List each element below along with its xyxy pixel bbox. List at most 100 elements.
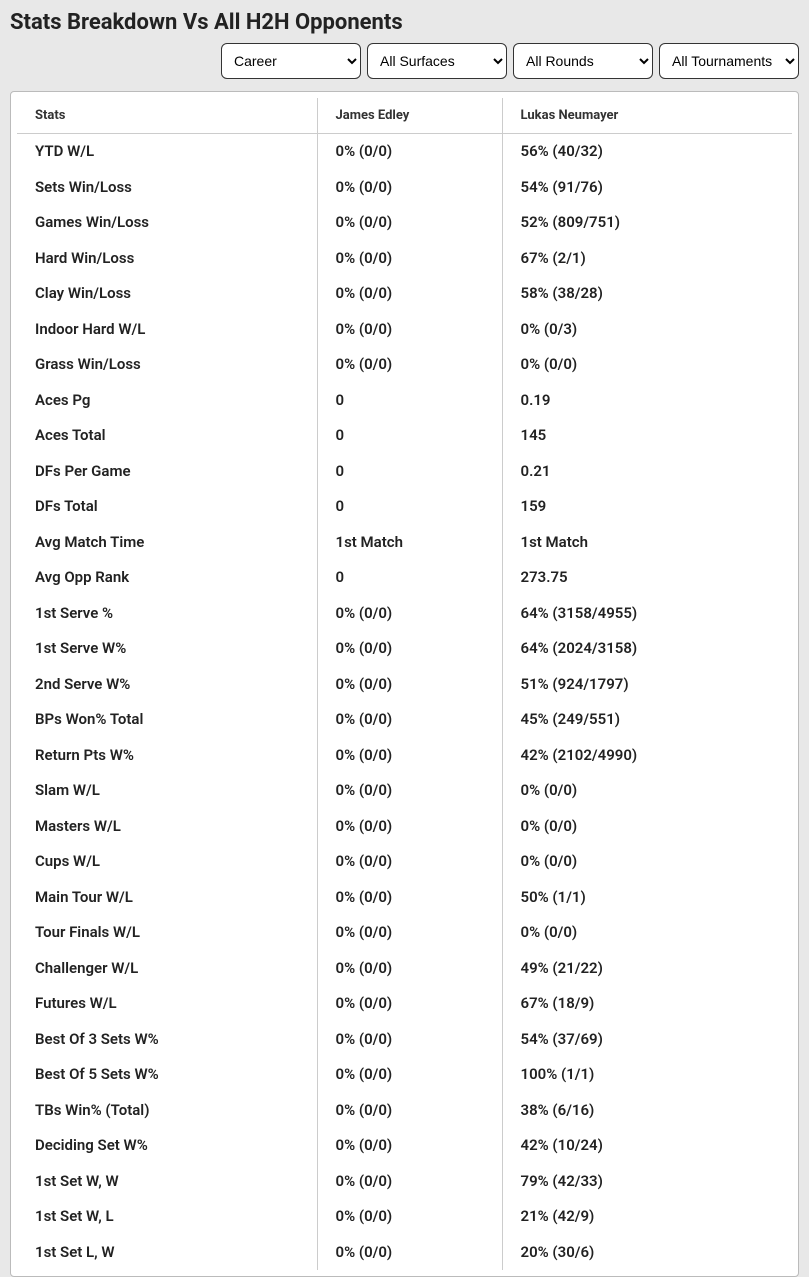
- player1-value: 0: [317, 383, 502, 419]
- player2-value: 79% (42/33): [502, 1164, 792, 1200]
- stat-name: Challenger W/L: [17, 951, 317, 987]
- player1-value: 0% (0/0): [317, 347, 502, 383]
- player2-value: 38% (6/16): [502, 1093, 792, 1129]
- player1-value: 0% (0/0): [317, 702, 502, 738]
- player1-value: 0% (0/0): [317, 631, 502, 667]
- player1-value: 0% (0/0): [317, 1022, 502, 1058]
- player2-value: 45% (249/551): [502, 702, 792, 738]
- stat-name: 1st Serve W%: [17, 631, 317, 667]
- player1-value: 0: [317, 418, 502, 454]
- player2-value: 50% (1/1): [502, 880, 792, 916]
- stat-name: Grass Win/Loss: [17, 347, 317, 383]
- col-header-stats: Stats: [17, 98, 317, 134]
- player1-value: 0: [317, 560, 502, 596]
- player1-value: 0% (0/0): [317, 915, 502, 951]
- stat-name: TBs Win% (Total): [17, 1093, 317, 1129]
- stat-name: Futures W/L: [17, 986, 317, 1022]
- stat-name: Deciding Set W%: [17, 1128, 317, 1164]
- table-row: Games Win/Loss0% (0/0)52% (809/751): [17, 205, 792, 241]
- stat-name: Avg Match Time: [17, 525, 317, 561]
- table-row: Cups W/L0% (0/0)0% (0/0): [17, 844, 792, 880]
- player1-value: 0% (0/0): [317, 276, 502, 312]
- table-row: Grass Win/Loss0% (0/0)0% (0/0): [17, 347, 792, 383]
- table-row: Indoor Hard W/L0% (0/0)0% (0/3): [17, 312, 792, 348]
- player2-value: 49% (21/22): [502, 951, 792, 987]
- player2-value: 0% (0/0): [502, 347, 792, 383]
- player2-value: 42% (10/24): [502, 1128, 792, 1164]
- player2-value: 42% (2102/4990): [502, 738, 792, 774]
- stat-name: Aces Total: [17, 418, 317, 454]
- filters-bar: Career All Surfaces All Rounds All Tourn…: [0, 43, 809, 91]
- table-row: Aces Total0145: [17, 418, 792, 454]
- player2-value: 0.19: [502, 383, 792, 419]
- stat-name: Tour Finals W/L: [17, 915, 317, 951]
- table-row: 2nd Serve W%0% (0/0)51% (924/1797): [17, 667, 792, 703]
- period-select[interactable]: Career: [221, 43, 361, 79]
- table-row: Return Pts W%0% (0/0)42% (2102/4990): [17, 738, 792, 774]
- table-row: 1st Serve W%0% (0/0)64% (2024/3158): [17, 631, 792, 667]
- player2-value: 58% (38/28): [502, 276, 792, 312]
- player1-value: 0% (0/0): [317, 241, 502, 277]
- player2-value: 0% (0/0): [502, 915, 792, 951]
- player1-value: 0: [317, 489, 502, 525]
- player1-value: 0% (0/0): [317, 809, 502, 845]
- player2-value: 145: [502, 418, 792, 454]
- stat-name: YTD W/L: [17, 134, 317, 170]
- table-row: BPs Won% Total0% (0/0)45% (249/551): [17, 702, 792, 738]
- round-select[interactable]: All Rounds: [513, 43, 653, 79]
- player2-value: 0% (0/0): [502, 809, 792, 845]
- table-row: YTD W/L0% (0/0)56% (40/32): [17, 134, 792, 170]
- player1-value: 0% (0/0): [317, 773, 502, 809]
- stat-name: 1st Set W, L: [17, 1199, 317, 1235]
- player1-value: 0% (0/0): [317, 951, 502, 987]
- stat-name: DFs Total: [17, 489, 317, 525]
- table-row: Clay Win/Loss0% (0/0)58% (38/28): [17, 276, 792, 312]
- stat-name: Sets Win/Loss: [17, 170, 317, 206]
- player2-value: 0% (0/0): [502, 773, 792, 809]
- player1-value: 0% (0/0): [317, 1093, 502, 1129]
- stat-name: Masters W/L: [17, 809, 317, 845]
- table-row: Challenger W/L0% (0/0)49% (21/22): [17, 951, 792, 987]
- table-row: Slam W/L0% (0/0)0% (0/0): [17, 773, 792, 809]
- player2-value: 51% (924/1797): [502, 667, 792, 703]
- page-title: Stats Breakdown Vs All H2H Opponents: [0, 0, 809, 43]
- table-row: Masters W/L0% (0/0)0% (0/0): [17, 809, 792, 845]
- player2-value: 67% (18/9): [502, 986, 792, 1022]
- stat-name: Games Win/Loss: [17, 205, 317, 241]
- table-row: Best Of 5 Sets W%0% (0/0)100% (1/1): [17, 1057, 792, 1093]
- player1-value: 0% (0/0): [317, 1199, 502, 1235]
- player2-value: 0% (0/3): [502, 312, 792, 348]
- player2-value: 100% (1/1): [502, 1057, 792, 1093]
- table-row: 1st Set W, W0% (0/0)79% (42/33): [17, 1164, 792, 1200]
- player2-value: 54% (37/69): [502, 1022, 792, 1058]
- stat-name: Aces Pg: [17, 383, 317, 419]
- player1-value: 0% (0/0): [317, 738, 502, 774]
- player1-value: 0% (0/0): [317, 1128, 502, 1164]
- surface-select[interactable]: All Surfaces: [367, 43, 507, 79]
- stat-name: 1st Serve %: [17, 596, 317, 632]
- player1-value: 0% (0/0): [317, 205, 502, 241]
- stats-table-wrap: Stats James Edley Lukas Neumayer YTD W/L…: [10, 91, 799, 1277]
- stat-name: Clay Win/Loss: [17, 276, 317, 312]
- table-row: DFs Per Game00.21: [17, 454, 792, 490]
- player1-value: 0% (0/0): [317, 986, 502, 1022]
- stat-name: Best Of 3 Sets W%: [17, 1022, 317, 1058]
- table-row: TBs Win% (Total)0% (0/0)38% (6/16): [17, 1093, 792, 1129]
- stat-name: Indoor Hard W/L: [17, 312, 317, 348]
- player2-value: 0.21: [502, 454, 792, 490]
- player2-value: 64% (2024/3158): [502, 631, 792, 667]
- player1-value: 1st Match: [317, 525, 502, 561]
- table-row: Deciding Set W%0% (0/0)42% (10/24): [17, 1128, 792, 1164]
- player1-value: 0% (0/0): [317, 312, 502, 348]
- table-header-row: Stats James Edley Lukas Neumayer: [17, 98, 792, 134]
- table-row: DFs Total0159: [17, 489, 792, 525]
- stat-name: Cups W/L: [17, 844, 317, 880]
- player2-value: 54% (91/76): [502, 170, 792, 206]
- stat-name: Best Of 5 Sets W%: [17, 1057, 317, 1093]
- stat-name: Return Pts W%: [17, 738, 317, 774]
- player2-value: 1st Match: [502, 525, 792, 561]
- player1-value: 0: [317, 454, 502, 490]
- stat-name: 2nd Serve W%: [17, 667, 317, 703]
- tournament-select[interactable]: All Tournaments: [659, 43, 799, 79]
- table-row: Best Of 3 Sets W%0% (0/0)54% (37/69): [17, 1022, 792, 1058]
